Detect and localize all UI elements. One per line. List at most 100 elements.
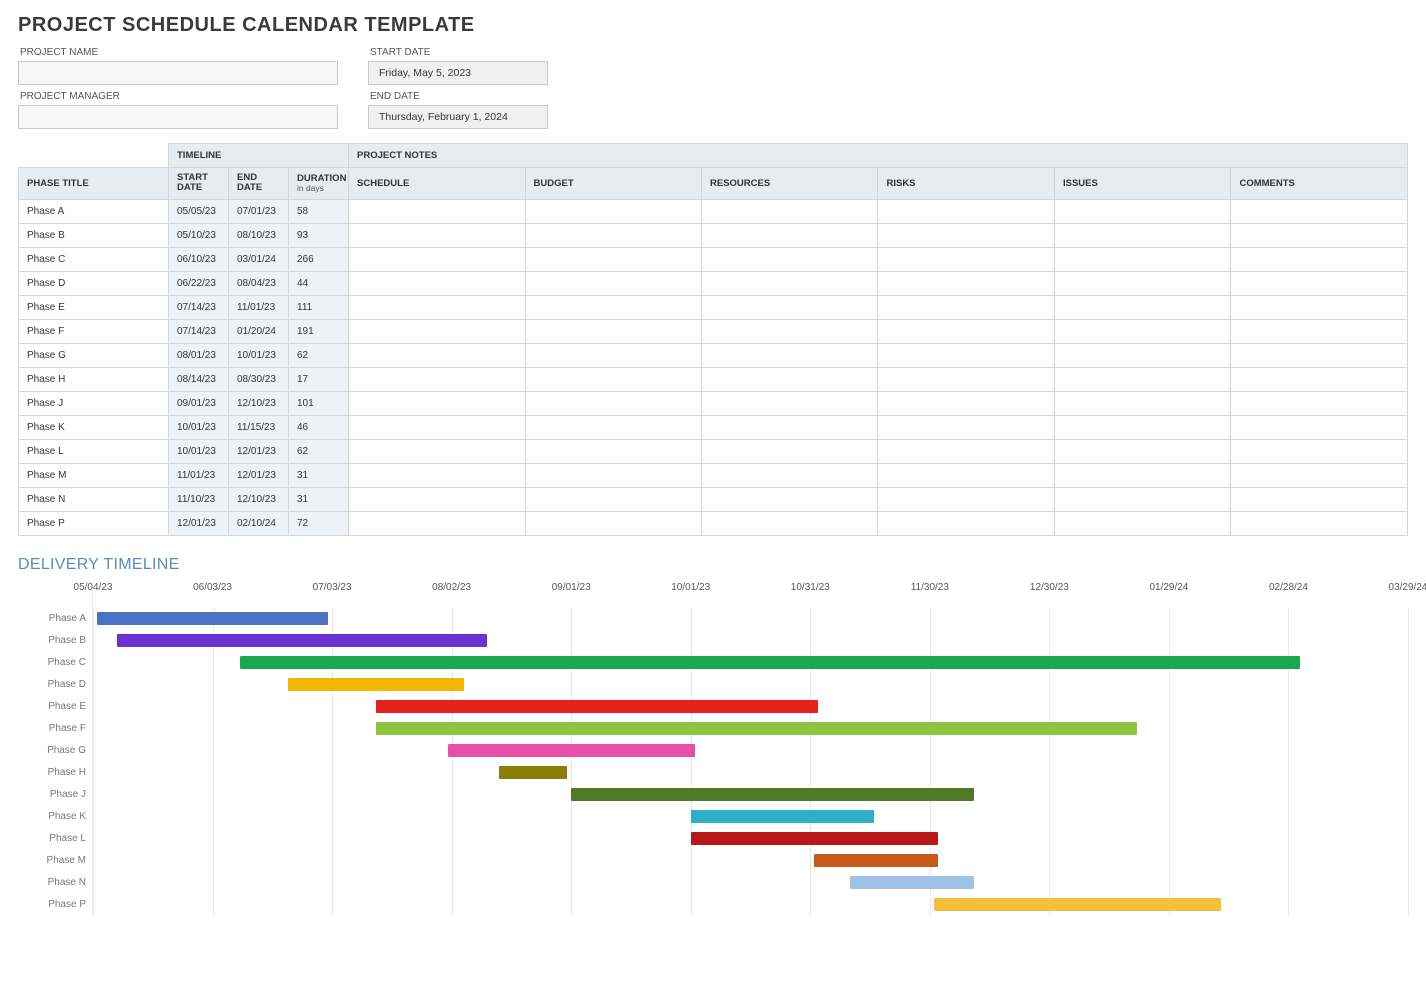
resources-cell[interactable] bbox=[702, 367, 878, 391]
phase-cell[interactable]: Phase K bbox=[19, 415, 169, 439]
comments-cell[interactable] bbox=[1231, 319, 1408, 343]
start-cell[interactable]: 11/01/23 bbox=[169, 463, 229, 487]
risks-cell[interactable] bbox=[878, 295, 1054, 319]
phase-cell[interactable]: Phase H bbox=[19, 367, 169, 391]
comments-cell[interactable] bbox=[1231, 199, 1408, 223]
risks-cell[interactable] bbox=[878, 463, 1054, 487]
schedule-cell[interactable] bbox=[349, 511, 525, 535]
schedule-cell[interactable] bbox=[349, 415, 525, 439]
end-cell[interactable]: 12/01/23 bbox=[229, 439, 289, 463]
phase-cell[interactable]: Phase N bbox=[19, 487, 169, 511]
comments-cell[interactable] bbox=[1231, 439, 1408, 463]
schedule-cell[interactable] bbox=[349, 247, 525, 271]
comments-cell[interactable] bbox=[1231, 367, 1408, 391]
comments-cell[interactable] bbox=[1231, 415, 1408, 439]
risks-cell[interactable] bbox=[878, 199, 1054, 223]
schedule-cell[interactable] bbox=[349, 463, 525, 487]
risks-cell[interactable] bbox=[878, 343, 1054, 367]
issues-cell[interactable] bbox=[1054, 487, 1230, 511]
budget-cell[interactable] bbox=[525, 271, 701, 295]
schedule-cell[interactable] bbox=[349, 439, 525, 463]
schedule-cell[interactable] bbox=[349, 295, 525, 319]
budget-cell[interactable] bbox=[525, 199, 701, 223]
start-cell[interactable]: 08/01/23 bbox=[169, 343, 229, 367]
issues-cell[interactable] bbox=[1054, 271, 1230, 295]
comments-cell[interactable] bbox=[1231, 391, 1408, 415]
comments-cell[interactable] bbox=[1231, 271, 1408, 295]
resources-cell[interactable] bbox=[702, 199, 878, 223]
schedule-cell[interactable] bbox=[349, 487, 525, 511]
resources-cell[interactable] bbox=[702, 487, 878, 511]
issues-cell[interactable] bbox=[1054, 511, 1230, 535]
end-cell[interactable]: 12/10/23 bbox=[229, 487, 289, 511]
start-cell[interactable]: 07/14/23 bbox=[169, 295, 229, 319]
phase-cell[interactable]: Phase M bbox=[19, 463, 169, 487]
risks-cell[interactable] bbox=[878, 487, 1054, 511]
resources-cell[interactable] bbox=[702, 271, 878, 295]
phase-cell[interactable]: Phase D bbox=[19, 271, 169, 295]
budget-cell[interactable] bbox=[525, 319, 701, 343]
schedule-cell[interactable] bbox=[349, 223, 525, 247]
issues-cell[interactable] bbox=[1054, 223, 1230, 247]
issues-cell[interactable] bbox=[1054, 247, 1230, 271]
resources-cell[interactable] bbox=[702, 343, 878, 367]
resources-cell[interactable] bbox=[702, 295, 878, 319]
start-cell[interactable]: 05/10/23 bbox=[169, 223, 229, 247]
schedule-cell[interactable] bbox=[349, 391, 525, 415]
budget-cell[interactable] bbox=[525, 487, 701, 511]
end-cell[interactable]: 12/10/23 bbox=[229, 391, 289, 415]
start-cell[interactable]: 06/22/23 bbox=[169, 271, 229, 295]
comments-cell[interactable] bbox=[1231, 223, 1408, 247]
risks-cell[interactable] bbox=[878, 271, 1054, 295]
start-cell[interactable]: 10/01/23 bbox=[169, 439, 229, 463]
risks-cell[interactable] bbox=[878, 511, 1054, 535]
start-cell[interactable]: 07/14/23 bbox=[169, 319, 229, 343]
resources-cell[interactable] bbox=[702, 415, 878, 439]
budget-cell[interactable] bbox=[525, 223, 701, 247]
project-name-field[interactable] bbox=[18, 61, 338, 85]
budget-cell[interactable] bbox=[525, 511, 701, 535]
comments-cell[interactable] bbox=[1231, 511, 1408, 535]
resources-cell[interactable] bbox=[702, 439, 878, 463]
schedule-cell[interactable] bbox=[349, 199, 525, 223]
schedule-cell[interactable] bbox=[349, 271, 525, 295]
comments-cell[interactable] bbox=[1231, 295, 1408, 319]
comments-cell[interactable] bbox=[1231, 343, 1408, 367]
comments-cell[interactable] bbox=[1231, 463, 1408, 487]
issues-cell[interactable] bbox=[1054, 439, 1230, 463]
risks-cell[interactable] bbox=[878, 415, 1054, 439]
issues-cell[interactable] bbox=[1054, 391, 1230, 415]
risks-cell[interactable] bbox=[878, 247, 1054, 271]
phase-cell[interactable]: Phase G bbox=[19, 343, 169, 367]
budget-cell[interactable] bbox=[525, 295, 701, 319]
end-date-field[interactable]: Thursday, February 1, 2024 bbox=[368, 105, 548, 129]
schedule-cell[interactable] bbox=[349, 343, 525, 367]
end-cell[interactable]: 03/01/24 bbox=[229, 247, 289, 271]
end-cell[interactable]: 11/15/23 bbox=[229, 415, 289, 439]
phase-cell[interactable]: Phase A bbox=[19, 199, 169, 223]
project-manager-field[interactable] bbox=[18, 105, 338, 129]
end-cell[interactable]: 08/04/23 bbox=[229, 271, 289, 295]
start-cell[interactable]: 06/10/23 bbox=[169, 247, 229, 271]
issues-cell[interactable] bbox=[1054, 199, 1230, 223]
risks-cell[interactable] bbox=[878, 223, 1054, 247]
budget-cell[interactable] bbox=[525, 463, 701, 487]
issues-cell[interactable] bbox=[1054, 295, 1230, 319]
phase-cell[interactable]: Phase C bbox=[19, 247, 169, 271]
budget-cell[interactable] bbox=[525, 367, 701, 391]
end-cell[interactable]: 07/01/23 bbox=[229, 199, 289, 223]
phase-cell[interactable]: Phase F bbox=[19, 319, 169, 343]
start-date-field[interactable]: Friday, May 5, 2023 bbox=[368, 61, 548, 85]
end-cell[interactable]: 08/10/23 bbox=[229, 223, 289, 247]
issues-cell[interactable] bbox=[1054, 463, 1230, 487]
risks-cell[interactable] bbox=[878, 391, 1054, 415]
phase-cell[interactable]: Phase P bbox=[19, 511, 169, 535]
start-cell[interactable]: 05/05/23 bbox=[169, 199, 229, 223]
resources-cell[interactable] bbox=[702, 247, 878, 271]
budget-cell[interactable] bbox=[525, 247, 701, 271]
end-cell[interactable]: 08/30/23 bbox=[229, 367, 289, 391]
start-cell[interactable]: 08/14/23 bbox=[169, 367, 229, 391]
comments-cell[interactable] bbox=[1231, 487, 1408, 511]
schedule-cell[interactable] bbox=[349, 319, 525, 343]
start-cell[interactable]: 12/01/23 bbox=[169, 511, 229, 535]
